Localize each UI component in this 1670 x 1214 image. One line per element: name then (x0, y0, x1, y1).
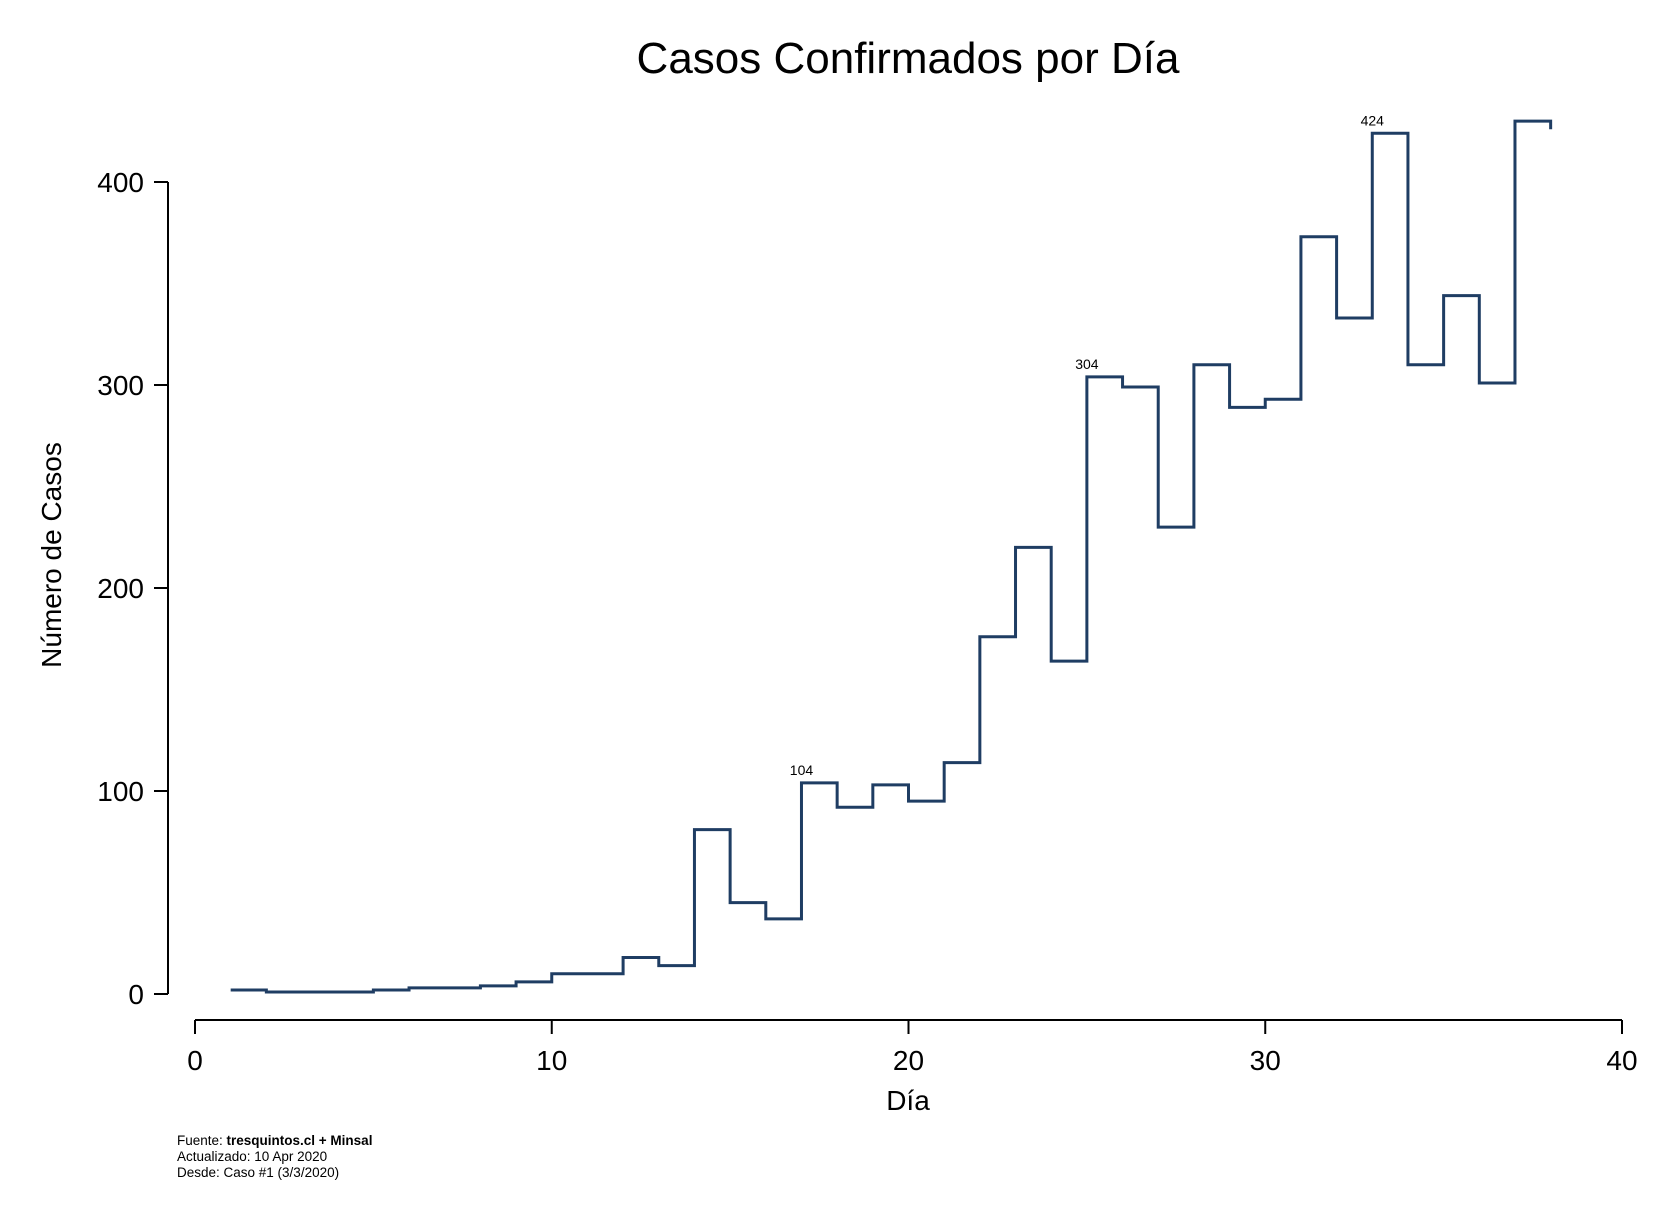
footer-source-bold: tresquintos.cl + Minsal (226, 1133, 373, 1148)
y-axis: 0 100 200 300 400 (97, 167, 169, 1010)
cases-step-line (230, 119, 1553, 994)
y-axis-label: Número de Casos (36, 442, 67, 668)
x-tick-label: 0 (187, 1045, 203, 1076)
x-tick-label: 20 (893, 1045, 924, 1076)
footer-updated: Actualizado: 10 Apr 2020 (177, 1149, 328, 1164)
y-tick-label: 300 (97, 370, 144, 401)
x-axis: 0 10 20 30 40 (187, 1019, 1638, 1076)
data-label: 104 (790, 762, 814, 778)
x-axis-label: Día (886, 1085, 930, 1116)
x-tick-label: 30 (1250, 1045, 1281, 1076)
y-tick-label: 100 (97, 776, 144, 807)
y-tick-label: 0 (128, 979, 144, 1010)
x-tick-label: 40 (1606, 1045, 1637, 1076)
footer-since: Desde: Caso #1 (3/3/2020) (177, 1165, 340, 1180)
x-tick-label: 10 (536, 1045, 567, 1076)
series-cases (230, 119, 1553, 994)
footer-source: Fuente: tresquintos.cl + Minsal (177, 1133, 373, 1148)
annotations: 104 304 424 (790, 112, 1384, 778)
y-tick-label: 200 (97, 573, 144, 604)
data-label: 424 (1361, 112, 1385, 128)
y-tick-label: 400 (97, 167, 144, 198)
footer: Fuente: tresquintos.cl + Minsal Actualiz… (177, 1133, 372, 1181)
data-label: 304 (1075, 356, 1099, 372)
chart-title: Casos Confirmados por Día (637, 34, 1180, 83)
